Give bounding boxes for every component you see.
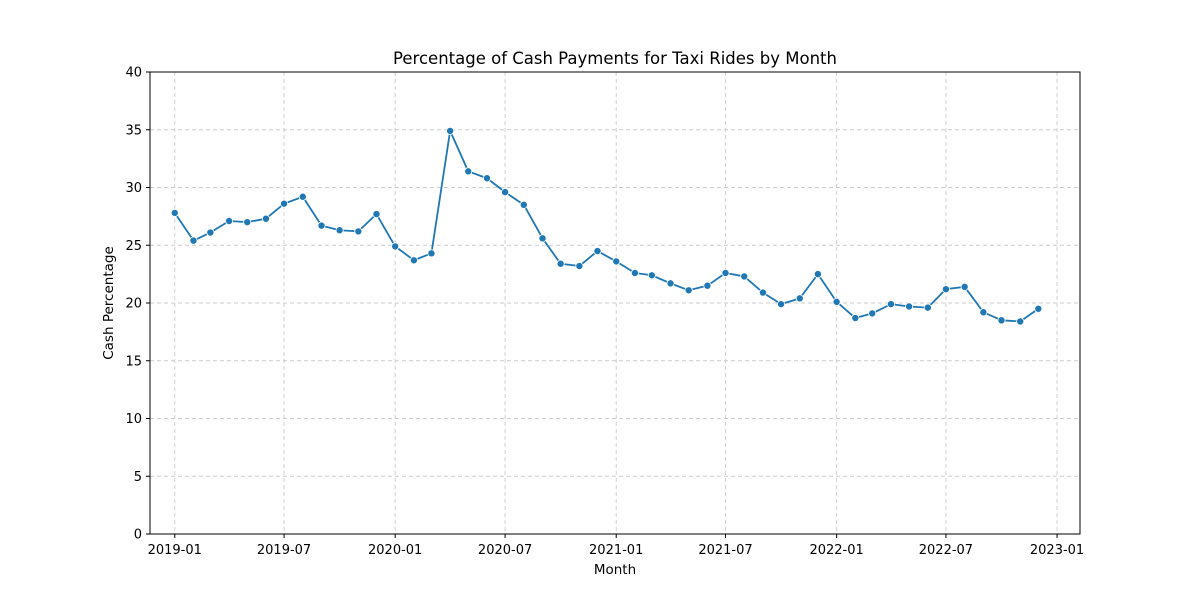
x-tick-label: 2019-01 (148, 543, 202, 558)
data-point (905, 302, 914, 311)
chart-title: Percentage of Cash Payments for Taxi Rid… (393, 49, 837, 68)
y-tick-label: 20 (125, 297, 142, 312)
y-tick-label: 30 (125, 181, 142, 196)
y-tick-label: 0 (134, 528, 142, 543)
data-point (280, 199, 289, 208)
x-axis: 2019-01 2019-07 2020-01 2020-07 2021-01 2021-… (148, 534, 1084, 558)
data-point (372, 210, 381, 219)
x-tick-label: 2022-01 (809, 543, 863, 558)
data-point (960, 282, 969, 291)
data-point (593, 247, 602, 256)
data-point (170, 208, 179, 217)
data-point (538, 234, 547, 243)
data-point (666, 279, 675, 288)
data-series (170, 126, 1043, 326)
data-point (189, 236, 198, 245)
data-point (575, 262, 584, 271)
x-tick-label: 2020-07 (478, 543, 532, 558)
data-point (409, 256, 418, 265)
y-tick-label: 35 (125, 123, 142, 138)
x-tick-label: 2021-07 (698, 543, 752, 558)
x-tick-label: 2023-01 (1030, 543, 1084, 558)
data-point (482, 174, 491, 183)
x-tick-label: 2021-01 (589, 543, 643, 558)
data-point (298, 192, 307, 201)
data-point (684, 286, 693, 295)
data-point (740, 272, 749, 281)
data-point (556, 259, 565, 268)
data-point (979, 308, 988, 317)
data-point (851, 314, 860, 323)
data-point (997, 316, 1006, 325)
y-axis-label: Cash Percentage (101, 246, 117, 360)
data-point (647, 271, 656, 280)
data-point (923, 303, 932, 312)
data-point (886, 300, 895, 309)
data-point (832, 297, 841, 306)
data-point (941, 285, 950, 294)
x-tick-label: 2020-01 (368, 543, 422, 558)
data-point (703, 281, 712, 290)
data-point (612, 257, 621, 266)
data-point (777, 300, 786, 309)
x-tick-label: 2022-07 (919, 543, 973, 558)
y-tick-label: 5 (134, 470, 142, 485)
data-point (868, 309, 877, 318)
data-point (206, 228, 215, 237)
data-point (335, 226, 344, 235)
data-point (519, 200, 528, 209)
y-tick-label: 40 (125, 66, 142, 81)
y-tick-label: 15 (125, 354, 142, 369)
x-axis-label: Month (594, 562, 636, 578)
data-point (464, 167, 473, 176)
data-point (721, 268, 730, 277)
data-point (758, 288, 767, 297)
y-tick-label: 25 (125, 239, 142, 254)
data-point (501, 188, 510, 197)
y-axis: 0 5 10 15 20 25 30 35 40 (125, 66, 150, 543)
data-point (427, 249, 436, 258)
data-point (354, 227, 363, 236)
data-point (317, 221, 326, 230)
x-tick-label: 2019-07 (257, 543, 311, 558)
data-point (261, 214, 270, 223)
y-tick-label: 10 (125, 412, 142, 427)
data-point (243, 218, 252, 227)
data-point (813, 270, 822, 279)
data-point (795, 294, 804, 303)
data-point (1034, 304, 1043, 313)
data-point (630, 268, 639, 277)
data-point (1016, 317, 1025, 326)
data-point (446, 126, 455, 135)
data-point (391, 242, 400, 251)
data-point (225, 216, 234, 225)
